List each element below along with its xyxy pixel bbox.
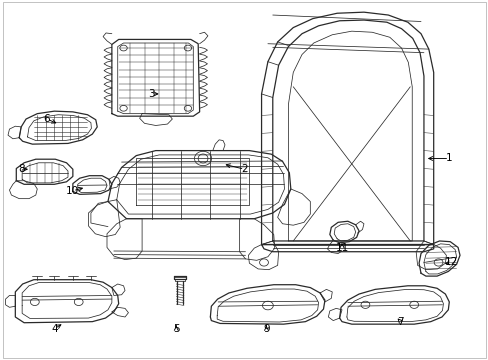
Text: 8: 8 [18, 164, 24, 174]
Text: 1: 1 [445, 153, 452, 163]
Text: 4: 4 [51, 324, 58, 334]
Text: 2: 2 [241, 164, 247, 174]
Text: 9: 9 [263, 324, 269, 334]
Text: 10: 10 [66, 186, 79, 196]
Text: 7: 7 [396, 317, 403, 327]
Text: 3: 3 [148, 89, 155, 99]
Text: 11: 11 [335, 243, 348, 253]
Text: 5: 5 [173, 324, 179, 334]
Text: 6: 6 [43, 114, 50, 124]
Text: 12: 12 [444, 257, 457, 267]
